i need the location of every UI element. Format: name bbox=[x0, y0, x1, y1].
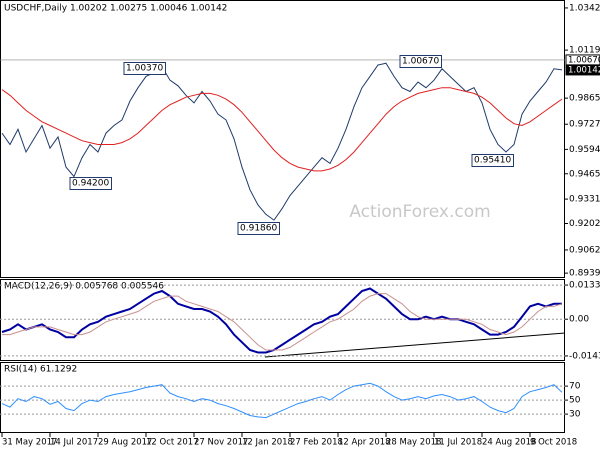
annotation: 1.00370 bbox=[126, 64, 163, 74]
x-tick-label: 29 Aug 2017 bbox=[98, 438, 152, 448]
x-tick-label: 24 Aug 2018 bbox=[482, 438, 536, 448]
annotation-box bbox=[399, 55, 442, 68]
x-tick-label: 27 Nov 2017 bbox=[194, 438, 248, 448]
annotation-box bbox=[237, 222, 280, 235]
x-tick-label: 31 May 2017 bbox=[2, 438, 57, 448]
x-tick-label: 28 May 2018 bbox=[386, 438, 441, 448]
price-box-label: 1.00142 bbox=[568, 65, 600, 75]
x-tick-label: 12 Jan 2018 bbox=[242, 438, 293, 448]
series-line bbox=[2, 293, 563, 351]
trend-line bbox=[264, 332, 566, 358]
y-tick-label: 0.89395 bbox=[569, 269, 600, 279]
rsi-title: RSI(14) 61.1292 bbox=[4, 365, 77, 375]
series-line bbox=[1, 382, 563, 419]
x-tick-label: 12 Apr 2018 bbox=[338, 438, 391, 448]
series-line bbox=[1, 287, 562, 354]
price-box bbox=[565, 64, 600, 76]
y-tick-label: 0.013319 bbox=[569, 281, 600, 291]
x-tick-label: 12 Oct 2017 bbox=[146, 438, 199, 448]
watermark: ActionForex.com bbox=[349, 202, 490, 222]
rsi-panel-frame bbox=[0, 362, 565, 433]
annotation: 0.95410 bbox=[474, 156, 511, 166]
y-tick-label: 1.03420 bbox=[569, 3, 600, 13]
y-tick-label: -0.014323 bbox=[569, 351, 600, 361]
chart-title: USDCHF,Daily 1.00202 1.00275 1.00046 1.0… bbox=[4, 4, 227, 14]
y-tick-label: 30 bbox=[569, 410, 581, 420]
annotation-box bbox=[69, 177, 112, 190]
macd-title: MACD(12,26,9) 0.005768 0.005546 bbox=[4, 282, 164, 292]
y-tick-label: 70 bbox=[569, 382, 581, 392]
x-tick-label: 11 Jul 2018 bbox=[434, 438, 482, 448]
x-tick-label: 9 Oct 2018 bbox=[530, 438, 577, 448]
annotation: 0.91860 bbox=[240, 224, 277, 234]
macd-panel-frame bbox=[0, 279, 565, 361]
annotation: 0.94200 bbox=[72, 179, 109, 189]
annotation-box bbox=[123, 62, 166, 75]
annotation: 1.00670 bbox=[402, 57, 439, 67]
price-box-label: 1.00670 bbox=[568, 55, 600, 65]
series-line bbox=[1, 87, 563, 172]
price-panel-frame bbox=[0, 0, 565, 278]
y-tick-label: 0.00 bbox=[569, 315, 589, 325]
series-line bbox=[1, 62, 563, 221]
annotation-box bbox=[471, 154, 514, 167]
y-tick-label: 50 bbox=[569, 396, 581, 406]
x-tick-label: 14 Jul 2017 bbox=[50, 438, 98, 448]
x-tick-label: 27 Feb 2018 bbox=[290, 438, 343, 448]
